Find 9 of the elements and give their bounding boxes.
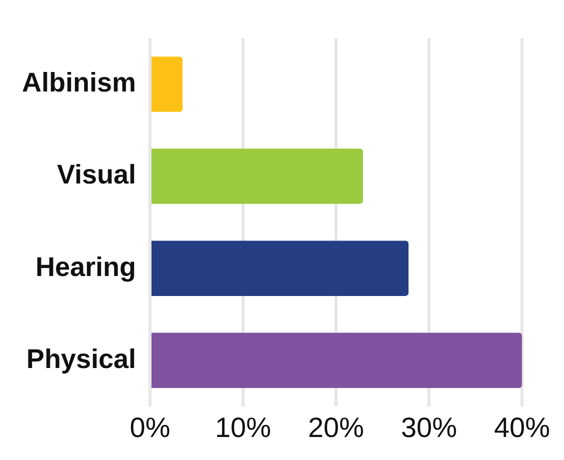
y-tick-label: Physical [26, 344, 136, 374]
x-tick-label: 40% [494, 412, 550, 443]
x-tick-label: 20% [308, 412, 364, 443]
y-tick-label: Albinism [22, 68, 136, 98]
x-tick-label: 0% [130, 412, 170, 443]
x-tick-label: 10% [214, 412, 272, 443]
y-tick-label: Visual [56, 160, 136, 190]
y-tick-label: Hearing [35, 252, 136, 282]
x-tick-label: 30% [400, 412, 458, 443]
